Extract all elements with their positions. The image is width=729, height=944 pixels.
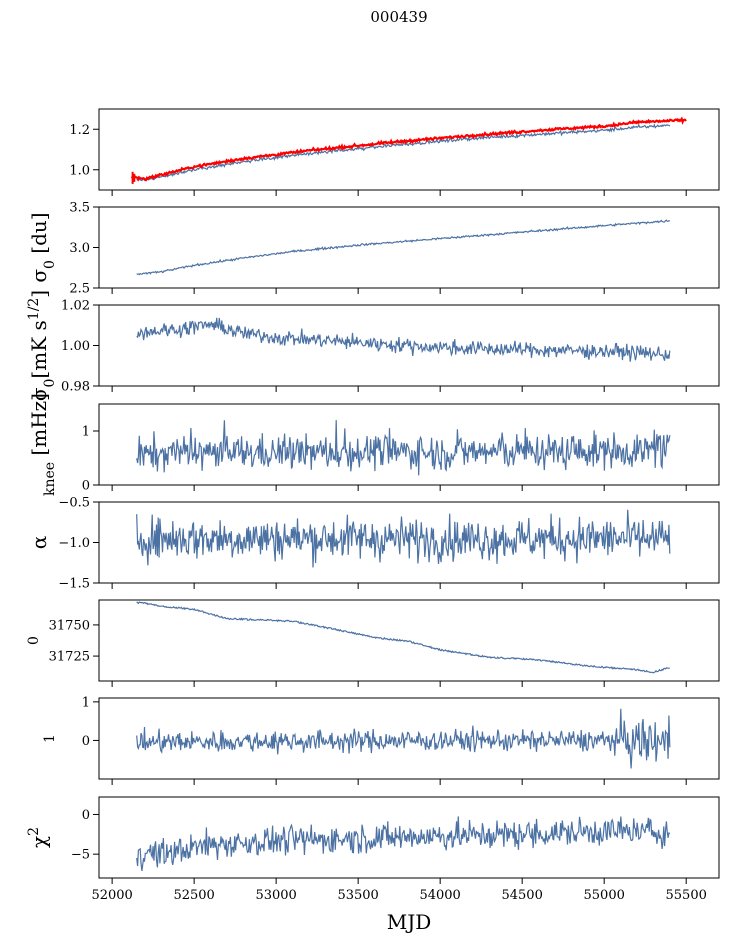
subplot-1: 1.01.2g — [69, 108, 720, 196]
y-tick-label: −5 — [71, 848, 90, 863]
series-line-2 — [130, 116, 687, 182]
axes-frame — [98, 108, 720, 191]
axes-frame — [98, 206, 720, 289]
y-tick-label: 2.5 — [69, 282, 90, 297]
subplot-6: 31725 31750 b0 — [26, 599, 720, 687]
axes-frame — [98, 599, 720, 682]
figure-title: 000439 — [370, 8, 427, 26]
y-axis-label: σ0[mK s1/2] — [26, 290, 58, 401]
y-tick-label: 1.2 — [69, 123, 90, 138]
y-tick-label: 1.02 — [61, 299, 90, 314]
subplot-2: 2.5 3.0 3.5 σ0 [du] — [27, 201, 720, 297]
y-tick-label: 1 — [82, 425, 90, 440]
x-tick-label: 55000 — [584, 888, 625, 903]
y-tick-label: 1.00 — [61, 339, 90, 354]
y-axis-label: σ0 [du] — [27, 212, 58, 282]
subplot-stack: 1.01.2g2.53.03.5σ0 [du]0.981.001.02σ0[mK… — [26, 108, 720, 903]
series-line-1 — [136, 816, 671, 871]
y-tick-label: −1.0 — [58, 536, 90, 551]
x-axis-label: MJD — [387, 910, 432, 934]
x-tick-label: 52000 — [91, 888, 132, 903]
x-tick-label: 54500 — [501, 888, 542, 903]
series-line-1 — [136, 420, 671, 476]
x-tick-label: 53500 — [337, 888, 378, 903]
y-tick-label: −1.5 — [58, 577, 90, 592]
y-tick-label: 31725 — [49, 650, 90, 665]
x-tick-label: 53000 — [255, 888, 296, 903]
series-line-1 — [136, 123, 671, 182]
series-line-1 — [136, 509, 671, 568]
axes-frame — [98, 697, 720, 780]
y-axis-label: b1 — [42, 734, 58, 743]
axes-frame — [98, 796, 720, 879]
series-line-1 — [136, 219, 670, 276]
y-tick-label: 3.0 — [69, 241, 90, 256]
series-line-1 — [136, 601, 670, 674]
y-tick-label: 1.0 — [69, 163, 90, 178]
y-tick-label: −0.5 — [58, 496, 90, 511]
y-axis-label: α — [27, 536, 51, 550]
y-axis-label: fknee [mHz] — [27, 393, 58, 496]
y-tick-label: 31750 — [49, 618, 90, 633]
x-tick-label: 52500 — [173, 888, 214, 903]
y-tick-label: 3.5 — [69, 201, 90, 216]
y-tick-label: 1 — [82, 695, 90, 710]
axes-frame — [98, 403, 720, 486]
x-tick-label: 55500 — [666, 888, 707, 903]
y-tick-label: 0 — [82, 479, 90, 494]
subplot-7: 0 1 b1 — [42, 695, 720, 785]
series-line-1 — [136, 317, 671, 362]
subplot-5: −1.5 −1.0 −0.5 α — [27, 496, 720, 592]
x-tick-label: 54000 — [419, 888, 460, 903]
subplot-8: −5 0 52000 52500 53000 53500 54000 54500 55000 55… — [26, 796, 720, 903]
y-axis-label: χ2 — [26, 827, 51, 848]
y-tick-label: 0.98 — [61, 380, 90, 395]
series-line-1 — [136, 708, 671, 769]
y-tick-label: 0 — [82, 808, 90, 823]
y-tick-label: 0 — [82, 734, 90, 749]
y-axis-label: b0 — [26, 636, 42, 645]
subplot-4: 0 1 fknee [mHz] — [27, 393, 720, 496]
